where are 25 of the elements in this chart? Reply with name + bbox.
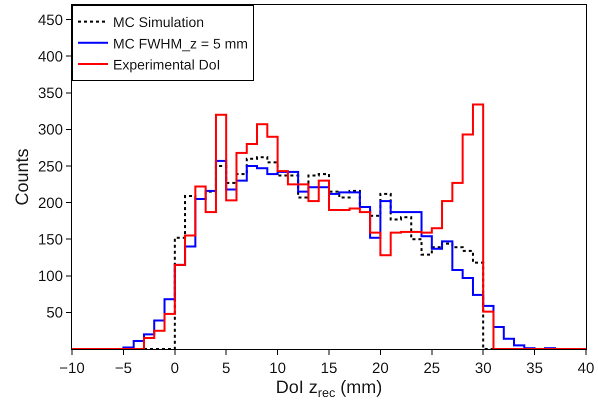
x-axis-title: DoI z$_{rec}$ (mm) [276, 377, 382, 400]
y-tick-label: 450 [38, 12, 63, 29]
x-tick-label: 30 [474, 360, 492, 377]
legend-label: Experimental DoI [113, 56, 220, 72]
x-tick-label: 5 [222, 360, 230, 377]
x-tick-label: 20 [372, 360, 389, 377]
x-tick-label: −10 [59, 360, 85, 377]
x-tick-label: 10 [269, 360, 286, 377]
y-tick-label: 100 [38, 268, 63, 286]
y-tick-label: 350 [38, 85, 63, 102]
x-tick-label: 15 [320, 360, 338, 377]
y-tick-label: 150 [38, 231, 63, 248]
legend-label: MC Simulation [113, 14, 204, 30]
y-tick-label: 50 [46, 304, 63, 322]
y-tick-label: 250 [38, 158, 63, 176]
legend-label: MC FWHM_z = 5 mm [113, 35, 248, 52]
y-axis-title: Counts [12, 148, 32, 206]
x-tick-label: 35 [526, 360, 543, 377]
x-tick-label: −5 [114, 360, 132, 377]
y-tick-label: 400 [38, 48, 63, 66]
x-tick-label: 40 [578, 360, 594, 377]
y-tick-label: 200 [38, 194, 63, 212]
y-tick-label: 300 [38, 122, 63, 139]
x-tick-label: 0 [170, 360, 179, 377]
x-tick-label: 25 [423, 360, 440, 377]
